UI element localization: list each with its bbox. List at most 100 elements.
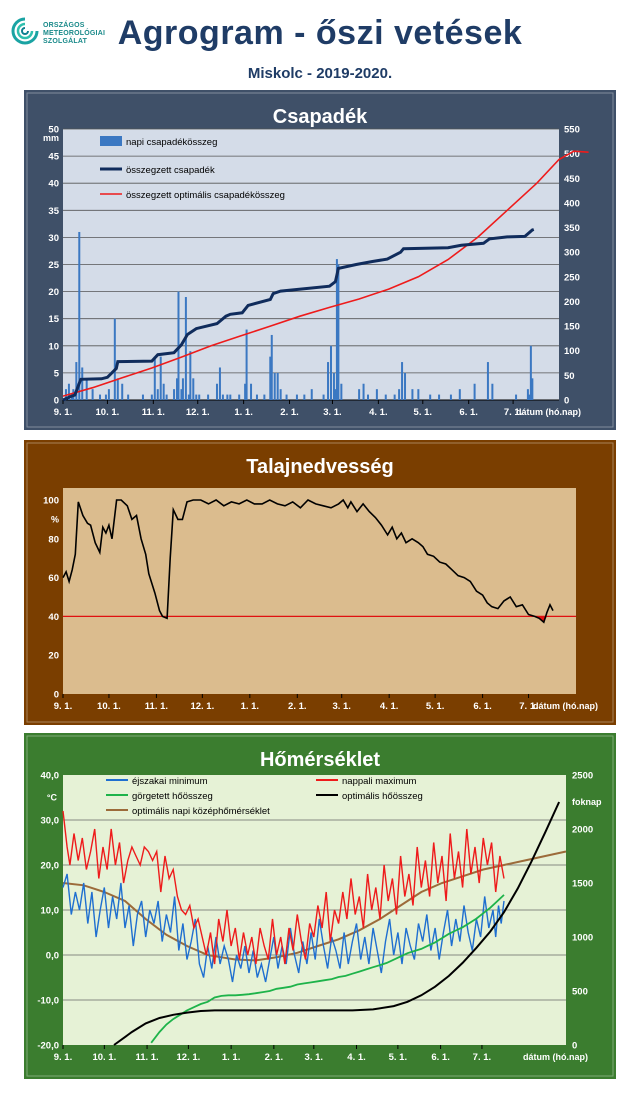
precip-bar xyxy=(295,394,298,400)
y2-tick-label: 2500 xyxy=(572,771,593,782)
y-tick-label: 0,0 xyxy=(46,951,59,962)
precip-bar xyxy=(207,394,210,400)
precip-bar xyxy=(491,383,494,400)
legend-label: optimális hőösszeg xyxy=(342,791,423,802)
precip-bar xyxy=(245,329,248,400)
panel-frame-edge xyxy=(26,92,614,428)
precip-bar xyxy=(181,378,184,400)
precip-bar xyxy=(429,394,432,400)
y-tick-label: 10 xyxy=(48,341,59,352)
y-tick-label: 40 xyxy=(48,612,59,623)
y-tick-label: 15 xyxy=(48,314,59,325)
precip-bar xyxy=(99,394,102,400)
panel-title: Csapadék xyxy=(273,106,368,128)
x-tick-label: 9. 1. xyxy=(54,701,73,712)
precip-bar xyxy=(195,394,198,400)
precip-bar xyxy=(165,394,168,400)
panel-frame-edge xyxy=(26,442,614,723)
precip-bar xyxy=(329,345,332,400)
x-tick-label: 2. 1. xyxy=(288,701,307,712)
precip-bar xyxy=(332,372,335,400)
precip-bar xyxy=(113,318,116,400)
y-tick-label: 10,0 xyxy=(41,906,60,917)
precip-bar xyxy=(327,362,330,400)
page-title: Agrogram - őszi vetések xyxy=(117,14,523,52)
page-subtitle: Miskolc - 2019-2020. xyxy=(247,65,393,82)
x-tick-label: 7. 1. xyxy=(504,407,523,418)
precip-bar xyxy=(417,389,420,400)
x-tick-label: 7. 1. xyxy=(473,1052,492,1063)
series-cumulative-line xyxy=(62,228,535,402)
y-axis-unit: % xyxy=(51,514,59,524)
precip-bar xyxy=(303,394,306,400)
precip-bar xyxy=(279,389,282,400)
x-tick-label: 12. 1. xyxy=(190,701,214,712)
logo-line: SZOLGÁLAT xyxy=(43,38,88,45)
legend-label: összegzett optimális csapadékösszeg xyxy=(126,190,285,201)
x-tick-label: 9. 1. xyxy=(54,407,73,418)
precip-bar xyxy=(269,356,272,400)
x-tick-label: 5. 1. xyxy=(426,701,445,712)
logo-swirl-icon xyxy=(11,17,39,45)
x-axis-label: dátum (hó.nap) xyxy=(516,407,581,417)
precip-bar xyxy=(384,394,387,400)
y2-tick-label: 500 xyxy=(572,987,588,998)
y2-tick-label: 0 xyxy=(564,396,569,407)
series-day-maximum-line xyxy=(62,810,505,965)
x-tick-label: 11. 1. xyxy=(142,407,165,418)
precip-bar xyxy=(273,372,276,400)
y2-axis-unit: foknap xyxy=(572,797,602,807)
x-tick-label: 6. 1. xyxy=(431,1052,450,1063)
precip-bar xyxy=(75,362,78,400)
y2-tick-label: 150 xyxy=(564,322,580,333)
y-tick-label: -20,0 xyxy=(37,1041,59,1052)
precip-bar xyxy=(401,362,404,400)
precip-bar xyxy=(263,394,266,400)
series-optimal-heat-sum-line xyxy=(113,801,561,1046)
x-tick-label: 2. 1. xyxy=(280,407,299,418)
precip-bar xyxy=(198,394,201,400)
precip-bar xyxy=(162,383,165,400)
y-tick-label: 30,0 xyxy=(41,816,60,827)
logo-line: ORSZÁGOS xyxy=(43,22,85,29)
series-soil-moisture-line xyxy=(62,498,554,624)
x-tick-label: 5. 1. xyxy=(389,1052,408,1063)
y-tick-label: 50 xyxy=(48,125,59,136)
y2-tick-label: 500 xyxy=(564,149,580,160)
precip-bar xyxy=(270,334,273,400)
y-tick-label: 30 xyxy=(48,233,59,244)
precip-bar xyxy=(515,394,518,400)
x-axis-label: dátum (hó.nap) xyxy=(533,701,598,711)
y2-tick-label: 1000 xyxy=(572,933,593,944)
precip-bar xyxy=(107,389,110,400)
precip-bar xyxy=(127,394,130,400)
precip-bar xyxy=(322,394,325,400)
precip-bar xyxy=(362,383,365,400)
y2-tick-label: 2000 xyxy=(572,825,593,836)
omsz-logo: ORSZÁGOS METEOROLÓGIAI SZOLGÁLAT xyxy=(10,16,130,60)
precip-bar xyxy=(238,394,241,400)
precip-bar xyxy=(184,297,187,400)
soil-moisture-chart: Talajnedvesség 0 20 40 60 80 100% 9. 1. 10. 1. 11… xyxy=(24,440,616,725)
x-tick-label: 12. 1. xyxy=(186,407,210,418)
precip-bar xyxy=(473,383,476,400)
y-tick-label: 20 xyxy=(48,287,59,298)
x-tick-label: 3. 1. xyxy=(332,701,351,712)
y2-tick-label: 400 xyxy=(564,198,580,209)
precip-bar xyxy=(218,367,221,400)
precip-bar xyxy=(335,259,338,400)
y-tick-label: 80 xyxy=(48,534,59,545)
x-tick-label: 10. 1. xyxy=(92,1052,116,1063)
precip-bar xyxy=(285,394,288,400)
precip-bar xyxy=(104,394,107,400)
y-tick-label: -10,0 xyxy=(37,996,59,1007)
y2-tick-label: 50 xyxy=(564,371,575,382)
y-tick-label: 25 xyxy=(48,260,59,271)
precip-bar xyxy=(153,356,156,400)
y2-tick-label: 100 xyxy=(564,346,580,357)
x-axis-label: dátum (hó.nap) xyxy=(523,1052,588,1062)
logo-text: ORSZÁGOS METEOROLÓGIAI SZOLGÁLAT xyxy=(43,22,105,46)
x-tick-label: 10. 1. xyxy=(96,407,120,418)
precip-bar xyxy=(375,389,378,400)
precip-bar xyxy=(229,394,232,400)
